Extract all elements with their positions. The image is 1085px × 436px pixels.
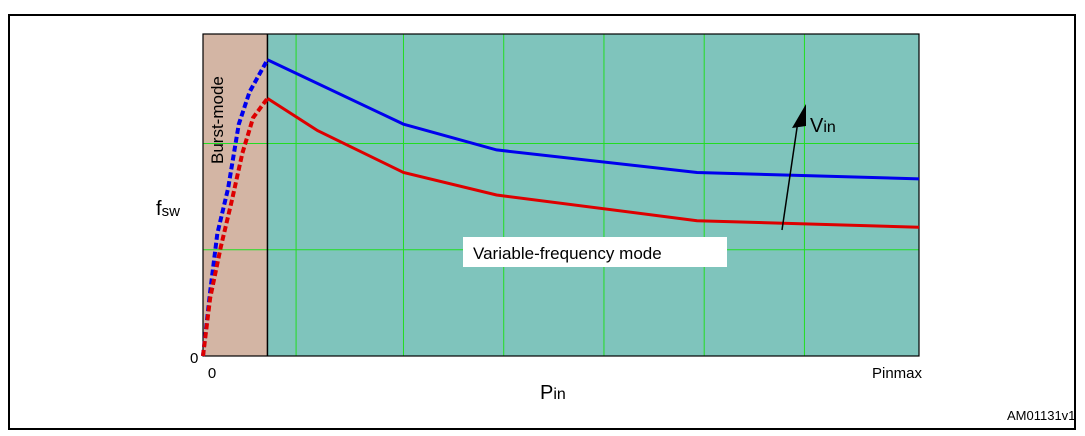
variable-frequency-region — [267, 34, 919, 356]
x-tick-label-pinmax: Pinmax — [872, 365, 923, 382]
burst-mode-region — [203, 34, 268, 356]
y-axis-label: fsw — [156, 198, 180, 220]
series-red-burst-line — [201, 97, 270, 357]
vin-label: Vin — [810, 115, 836, 137]
vfm-label: Variable-frequency mode — [473, 244, 662, 263]
figure-frame: Burst-mode Variable-frequency mode Vin fsw P… — [8, 14, 1076, 430]
y-tick-label-0: 0 — [190, 350, 198, 367]
chart: Burst-mode Variable-frequency mode Vin fsw P… — [156, 33, 1075, 423]
x-axis-label: Pin — [540, 382, 566, 404]
series-red-line — [266, 97, 920, 229]
plot-border — [202, 33, 920, 357]
vin-label-subscript: in — [823, 119, 835, 136]
vin-arrow-shaft — [781, 120, 799, 231]
burst-mode-label: Burst-mode — [208, 76, 227, 164]
y-axis-label-subscript: sw — [162, 203, 181, 220]
vfm-label-box — [463, 237, 727, 267]
x-axis-label-subscript: in — [553, 386, 565, 403]
vin-arrow-head — [792, 104, 806, 128]
figure-code: AM01131v1 — [1007, 408, 1075, 423]
series-blue-line — [266, 58, 920, 181]
x-tick-label-0: 0 — [208, 365, 216, 382]
